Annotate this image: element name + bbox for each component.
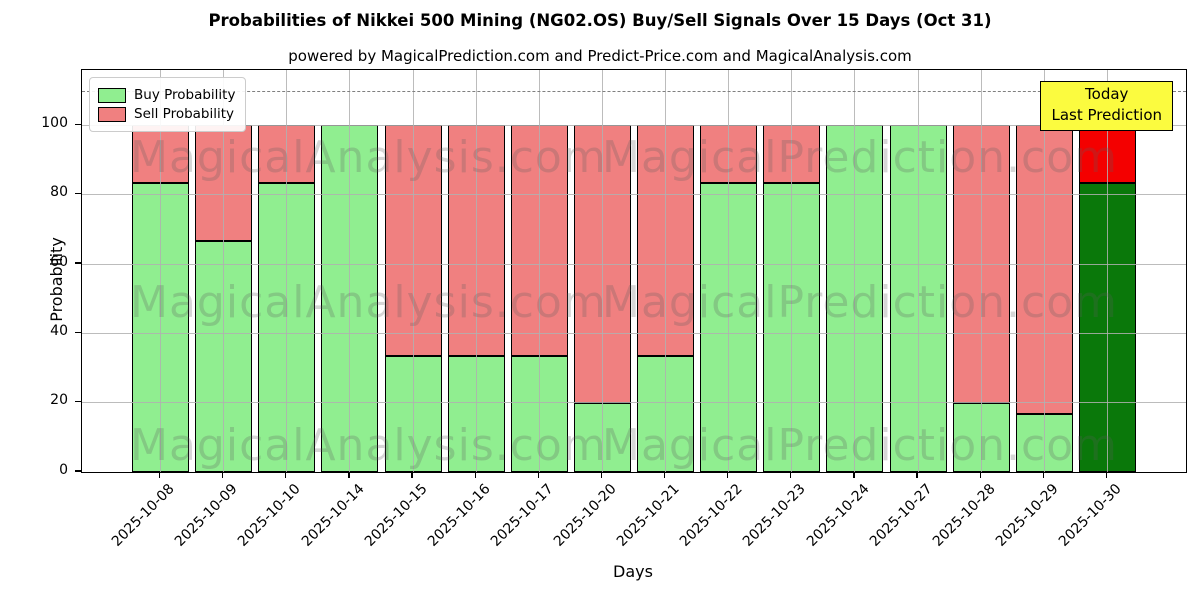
vertical-gridline — [728, 70, 730, 472]
horizontal-gridline — [82, 332, 1186, 334]
chart-subtitle: powered by MagicalPrediction.com and Pre… — [288, 47, 912, 65]
x-tick-label: 2025-10-27 — [866, 481, 936, 550]
x-axis-label: Days — [613, 562, 653, 581]
vertical-gridline — [412, 70, 414, 472]
x-tick-mark — [727, 472, 729, 478]
legend-label-sell: Sell Probability — [134, 106, 235, 122]
x-tick-label: 2025-10-17 — [487, 481, 557, 550]
x-tick-label: 2025-10-20 — [550, 481, 620, 550]
y-axis-label: Probability — [46, 237, 66, 322]
y-tick-label: 40 — [50, 322, 68, 339]
watermark-text: MagicalPrediction.com — [602, 277, 1118, 328]
x-tick-label: 2025-10-29 — [992, 481, 1062, 550]
watermark-text: MagicalAnalysis.com — [130, 132, 607, 183]
x-tick-mark — [1105, 472, 1108, 478]
x-tick-label: 2025-10-28 — [929, 481, 999, 550]
x-tick-mark — [790, 472, 792, 478]
x-tick-label: 2025-10-16 — [424, 481, 494, 550]
vertical-gridline — [917, 70, 919, 472]
today-annotation-line1: Today — [1085, 85, 1129, 103]
y-tick-mark — [75, 401, 81, 403]
vertical-gridline — [475, 70, 477, 472]
y-tick-mark — [75, 262, 81, 264]
y-tick-mark — [75, 331, 81, 333]
horizontal-gridline — [82, 263, 1186, 265]
horizontal-gridline — [82, 124, 1186, 126]
y-tick-mark — [75, 123, 81, 126]
horizontal-gridline — [82, 194, 1186, 196]
y-tick-mark — [75, 193, 81, 195]
horizontal-gridline — [82, 402, 1186, 404]
x-tick-label: 2025-10-09 — [172, 481, 242, 550]
x-tick-mark — [158, 472, 161, 478]
x-tick-label: 2025-10-10 — [235, 481, 305, 550]
plot-area: MagicalAnalysis.com MagicalPrediction.com… — [81, 69, 1187, 473]
vertical-gridline — [854, 70, 856, 472]
watermark-text: MagicalPrediction.com — [602, 132, 1118, 183]
x-tick-mark — [222, 472, 224, 478]
y-tick-label: 20 — [50, 392, 68, 409]
x-tick-mark — [663, 472, 666, 478]
x-tick-mark — [600, 472, 603, 478]
x-tick-label: 2025-10-23 — [740, 481, 810, 550]
y-tick-label: 80 — [50, 184, 68, 201]
legend-swatch-sell — [98, 106, 126, 122]
legend: Buy Probability Sell Probability — [89, 77, 247, 132]
vertical-gridline — [538, 70, 540, 472]
x-tick-mark — [411, 472, 413, 478]
legend-item-sell: Sell Probability — [98, 106, 235, 122]
y-tick-label: 100 — [41, 114, 68, 131]
vertical-gridline — [1043, 70, 1045, 472]
vertical-gridline — [601, 70, 603, 472]
watermark-text: MagicalPrediction.com — [602, 420, 1118, 471]
x-tick-label: 2025-10-22 — [677, 481, 747, 550]
y-tick-label: 0 — [59, 461, 68, 478]
vertical-gridline — [980, 70, 982, 472]
y-tick-label: 60 — [50, 253, 68, 270]
watermark-text: MagicalAnalysis.com — [130, 277, 607, 328]
vertical-gridline — [791, 70, 793, 472]
vertical-gridline — [286, 70, 288, 472]
x-tick-label: 2025-10-21 — [614, 481, 683, 550]
x-tick-label: 2025-10-15 — [361, 481, 431, 550]
x-tick-label: 2025-10-14 — [298, 481, 368, 550]
x-tick-mark — [1042, 472, 1044, 478]
x-tick-label: 2025-10-30 — [1055, 481, 1125, 550]
legend-label-buy: Buy Probability — [134, 87, 236, 103]
vertical-gridline — [1106, 70, 1108, 472]
vertical-gridline — [665, 70, 667, 472]
x-tick-mark — [348, 472, 350, 478]
x-tick-label: 2025-10-24 — [803, 481, 873, 550]
x-tick-mark — [853, 472, 855, 478]
x-tick-mark — [979, 472, 981, 478]
watermark-text: MagicalAnalysis.com — [130, 420, 607, 471]
x-tick-mark — [474, 472, 476, 478]
today-annotation: Today Last Prediction — [1040, 81, 1173, 131]
vertical-gridline — [160, 70, 162, 472]
vertical-gridline — [349, 70, 351, 472]
x-tick-mark — [916, 472, 918, 478]
x-tick-label: 2025-10-08 — [109, 481, 178, 550]
x-tick-mark — [537, 472, 539, 478]
dashed-threshold-line — [82, 90, 1186, 92]
legend-item-buy: Buy Probability — [98, 87, 235, 103]
y-tick-mark — [75, 470, 81, 472]
chart-title: Probabilities of Nikkei 500 Mining (NG02… — [208, 11, 992, 30]
today-annotation-line2: Last Prediction — [1051, 106, 1162, 124]
legend-swatch-buy — [98, 87, 126, 103]
vertical-gridline — [223, 70, 225, 472]
x-tick-mark — [285, 472, 287, 478]
